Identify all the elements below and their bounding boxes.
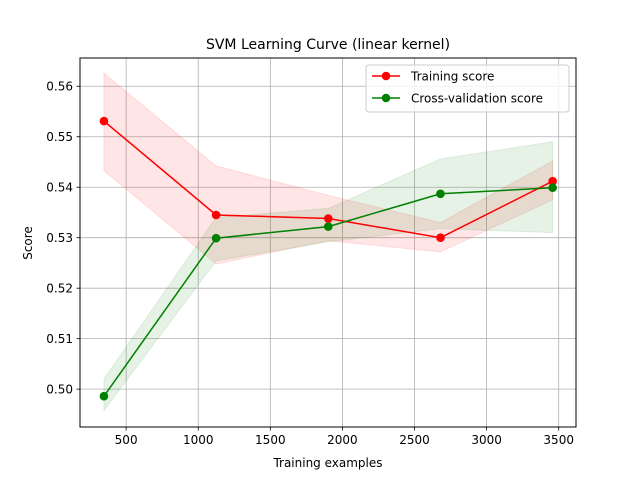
x-axis-label: Training examples (272, 456, 382, 470)
cross-validation-score-point (436, 189, 445, 199)
legend: Training score Cross-validation score (365, 64, 570, 113)
chart-title: SVM Learning Curve (linear kernel) (206, 37, 450, 53)
cross-validation-score-point (548, 183, 557, 193)
y-axis-label: Score (21, 226, 35, 260)
y-tick-label: 0.53 (46, 231, 73, 245)
x-tick-label: 2000 (327, 433, 358, 447)
y-tick-label: 0.54 (46, 181, 73, 195)
y-tick-label: 0.50 (46, 382, 73, 396)
training-score-point (99, 116, 109, 126)
cross-validation-score-point (211, 233, 221, 243)
y-tick-label: 0.51 (46, 332, 73, 346)
x-tick-label: 3000 (471, 433, 502, 447)
confidence-band-cross-validation (103, 141, 554, 412)
legend-training-label: Training score (410, 70, 494, 84)
legend-cv-marker (381, 93, 391, 103)
x-tick-label: 500 (115, 433, 138, 447)
axis-ticks: 500 1000 1500 2000 2500 3000 3500 0.50 0.51 0.52 0… (46, 80, 574, 447)
grid (80, 58, 576, 427)
y-tick-label: 0.52 (46, 281, 73, 295)
y-tick-label: 0.56 (46, 80, 73, 94)
training-score-point (436, 233, 445, 243)
series-points (99, 116, 557, 401)
y-tick-label: 0.55 (46, 130, 73, 144)
x-tick-label: 1000 (183, 433, 214, 447)
x-tick-label: 2500 (399, 433, 430, 447)
training-score-point (548, 176, 557, 186)
legend-training-marker (381, 71, 391, 81)
cross-validation-score-point (323, 222, 333, 231)
training-score-point (211, 210, 221, 220)
legend-cv-label: Cross-validation score (411, 92, 543, 106)
training-score-point (323, 214, 333, 223)
x-tick-label: 1500 (255, 433, 286, 447)
plot-frame (79, 57, 577, 428)
legend-box (365, 64, 570, 113)
x-tick-label: 3500 (543, 433, 574, 447)
cross-validation-score-point (99, 391, 109, 401)
